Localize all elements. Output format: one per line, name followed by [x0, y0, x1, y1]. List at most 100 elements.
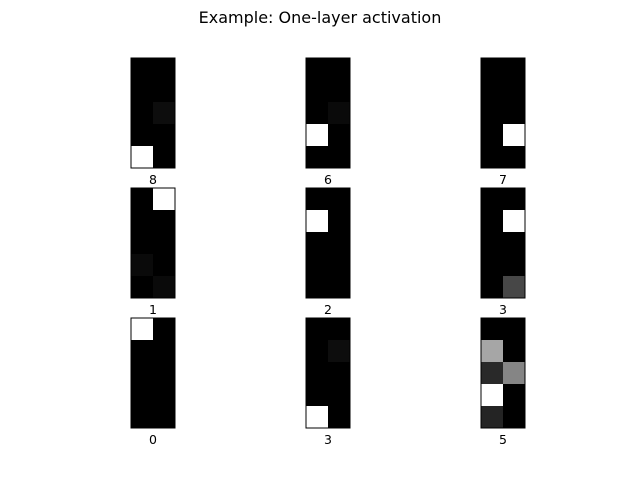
heatmap-cell [131, 276, 153, 298]
heatmap-cell [306, 254, 328, 276]
heatmap-cell [306, 362, 328, 384]
heatmap-cell [328, 102, 350, 124]
heatmap-cell [481, 102, 503, 124]
panel-frame [480, 317, 526, 429]
heatmap-cell [306, 340, 328, 362]
heatmap-cell [503, 384, 525, 406]
heatmap-cell [503, 254, 525, 276]
heatmap-cell [503, 102, 525, 124]
heatmap-cell [153, 232, 175, 254]
panel-label: 1 [149, 302, 157, 317]
heatmap-cell [131, 318, 153, 340]
heatmap-cell [131, 362, 153, 384]
heatmap-cell [328, 232, 350, 254]
heatmap-cell [481, 318, 503, 340]
heatmap-cell [306, 124, 328, 146]
heatmap-cell [328, 254, 350, 276]
heatmap-cell [306, 210, 328, 232]
heatmap-cell [481, 124, 503, 146]
panel-frame [305, 187, 351, 299]
panel-label: 3 [499, 302, 507, 317]
heatmap-cell [153, 406, 175, 428]
heatmap-cell [481, 362, 503, 384]
heatmap-cell [481, 406, 503, 428]
heatmap-cell [503, 276, 525, 298]
heatmap-cell [131, 254, 153, 276]
panel-frame [480, 187, 526, 299]
panel-frame [305, 317, 351, 429]
heatmap-cell [131, 146, 153, 168]
heatmap-cell [306, 276, 328, 298]
heatmap-cell [153, 254, 175, 276]
heatmap-cell [306, 384, 328, 406]
panel-label: 7 [499, 172, 507, 187]
heatmap-cell [306, 318, 328, 340]
heatmap-cell [131, 406, 153, 428]
heatmap-cell [153, 80, 175, 102]
heatmap-cell [131, 188, 153, 210]
heatmap-cell [306, 58, 328, 80]
heatmap-cell [328, 318, 350, 340]
panel-label: 8 [149, 172, 157, 187]
panel-frame [130, 187, 176, 299]
heatmap-cell [481, 254, 503, 276]
heatmap-cell [503, 58, 525, 80]
heatmap-cell [153, 102, 175, 124]
heatmap-cell [131, 124, 153, 146]
heatmap-cell [306, 102, 328, 124]
heatmap-cell [131, 210, 153, 232]
panel-frame [130, 57, 176, 169]
heatmap-cell [328, 362, 350, 384]
panel-label: 2 [324, 302, 332, 317]
heatmap-cell [503, 124, 525, 146]
activation-panel-7: 3 [305, 317, 351, 447]
heatmap-cell [306, 188, 328, 210]
activation-panel-3: 1 [130, 187, 176, 317]
heatmap-cell [481, 276, 503, 298]
heatmap-cell [481, 146, 503, 168]
heatmap-cell [306, 80, 328, 102]
heatmap-cell [481, 210, 503, 232]
heatmap-cell [153, 318, 175, 340]
heatmap-cell [153, 146, 175, 168]
heatmap-cell [481, 58, 503, 80]
figure-title: Example: One-layer activation [198, 8, 442, 27]
heatmap-cell [503, 340, 525, 362]
heatmap-cell [328, 124, 350, 146]
heatmap-cell [328, 146, 350, 168]
panel-frame [130, 317, 176, 429]
heatmap-cell [306, 406, 328, 428]
heatmap-cell [153, 384, 175, 406]
activation-panel-0: 8 [130, 57, 176, 187]
heatmap-cell [481, 340, 503, 362]
heatmap-cell [306, 232, 328, 254]
heatmap-cell [328, 58, 350, 80]
activation-panel-6: 0 [130, 317, 176, 447]
heatmap-cell [481, 232, 503, 254]
heatmap-cell [503, 146, 525, 168]
heatmap-cell [481, 188, 503, 210]
panel-frame [305, 57, 351, 169]
heatmap-cell [131, 340, 153, 362]
heatmap-cell [131, 102, 153, 124]
heatmap-cell [306, 146, 328, 168]
heatmap-cell [131, 232, 153, 254]
heatmap-cell [131, 58, 153, 80]
heatmap-cell [481, 80, 503, 102]
heatmap-cell [328, 188, 350, 210]
heatmap-cell [153, 124, 175, 146]
panel-label: 3 [324, 432, 332, 447]
activation-panel-2: 7 [480, 57, 526, 187]
heatmap-cell [153, 58, 175, 80]
heatmap-cell [328, 406, 350, 428]
heatmap-cell [503, 232, 525, 254]
panel-frame [480, 57, 526, 169]
activation-panel-5: 3 [480, 187, 526, 317]
heatmap-cell [503, 80, 525, 102]
heatmap-cell [481, 384, 503, 406]
heatmap-cell [503, 318, 525, 340]
heatmap-cell [328, 276, 350, 298]
activation-panel-4: 2 [305, 187, 351, 317]
heatmap-cell [503, 188, 525, 210]
